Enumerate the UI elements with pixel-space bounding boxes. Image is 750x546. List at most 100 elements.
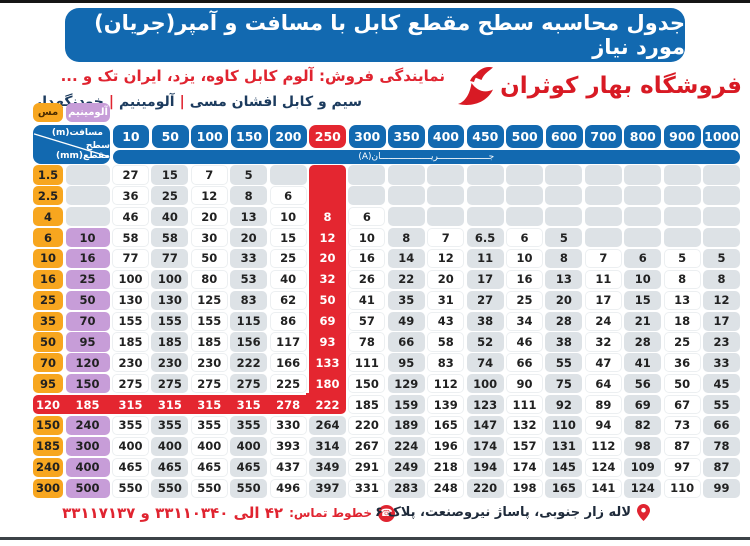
value-cell: 6.5: [466, 228, 504, 248]
value-cell: [703, 165, 740, 185]
value-cell: 41: [348, 290, 386, 310]
copper-section-header: 1.5: [33, 165, 63, 185]
value-cell: 465: [151, 457, 189, 477]
value-cell: 10: [348, 228, 386, 248]
value-cell: 40: [269, 269, 307, 289]
value-cell: 264: [309, 415, 346, 436]
value-cell: [309, 165, 346, 187]
value-cell: 100: [151, 269, 189, 289]
value-cell: [584, 207, 622, 227]
value-cell: 21: [624, 311, 662, 331]
value-cell: 49: [387, 311, 425, 331]
value-cell: [466, 207, 504, 227]
value-cell: 57: [348, 311, 386, 331]
value-cell: 465: [112, 457, 149, 477]
value-cell: 465: [230, 457, 268, 477]
copper-section-header: 10: [33, 248, 63, 269]
value-cell: 6: [506, 228, 543, 248]
column-headers-row: 10 50 100 150 200 250 300 350 400 450 500 600 700 800…: [112, 125, 740, 148]
value-cell: 100: [112, 269, 149, 289]
value-cell: 16: [506, 269, 543, 289]
products-part-2: آلومینیم: [118, 94, 175, 110]
value-cell: 437: [269, 457, 307, 477]
brand-bird-icon: [450, 64, 496, 108]
value-cell: [703, 228, 740, 248]
value-cell: 109: [624, 457, 662, 477]
contact-block: ☎ خطوط تماس: ۴۲ الی ۳۳۱۱۰۳۴۰ و ۳۳۱۱۷۱۳۷: [62, 504, 395, 522]
value-cell: [584, 228, 622, 248]
value-cell: 10: [624, 269, 662, 289]
value-cell: [466, 165, 504, 185]
value-cell: 230: [151, 353, 189, 373]
value-cell: 5: [703, 248, 740, 269]
value-cell: 5: [545, 228, 583, 248]
value-cell: 45: [703, 374, 740, 394]
value-cell: [584, 186, 622, 206]
table-row-300: 300 500 550 550 550 550 496 397 331 283 248 220 198 1…: [33, 478, 740, 498]
value-cell: 275: [190, 374, 228, 394]
value-cell: 315: [148, 395, 192, 415]
value-cell: 550: [112, 478, 149, 498]
value-cell: 225: [269, 374, 307, 394]
value-cell: 78: [348, 332, 386, 352]
copper-section-header: 185: [33, 436, 63, 456]
value-cell: [703, 207, 740, 227]
value-cell: 92: [545, 395, 583, 415]
copper-badge: مس: [33, 103, 63, 122]
value-cell: 6: [624, 248, 662, 269]
value-cell: 13: [545, 269, 583, 289]
value-cell: [624, 228, 662, 248]
value-cell: 33: [230, 248, 268, 269]
aluminum-section-header: 150: [65, 374, 110, 394]
value-cell: 24: [584, 311, 622, 331]
copper-section-header: 300: [33, 478, 63, 498]
value-cell: [466, 186, 504, 206]
value-cell: [506, 207, 543, 227]
value-cell: 58: [427, 332, 465, 352]
copper-section-header: 150: [33, 415, 63, 436]
value-cell: 28: [624, 332, 662, 352]
value-cell: [309, 184, 346, 208]
value-cell: 496: [269, 478, 307, 498]
value-cell: 130: [151, 290, 189, 310]
value-cell: 52: [466, 332, 504, 352]
value-cell: 32: [309, 267, 346, 292]
value-cell: 14: [387, 248, 425, 269]
address-text: لاله زار جنوبی، پاساژ نیروصنعت، پلاک ۶: [375, 505, 631, 520]
value-cell: [663, 165, 701, 185]
value-cell: 185: [151, 332, 189, 352]
value-cell: 18: [663, 311, 701, 331]
value-cell: 20: [190, 207, 228, 227]
corner-cell: مسافت(m) سطح مقطع(mm): [33, 125, 110, 164]
copper-section-header: 6: [33, 228, 63, 248]
value-cell: 12: [190, 186, 228, 206]
store-brand: فروشگاه بهار کوثران: [450, 62, 742, 110]
value-cell: 77: [151, 248, 189, 269]
value-cell: 22: [387, 269, 425, 289]
products-separator: |: [179, 94, 185, 110]
value-cell: 194: [466, 457, 504, 477]
value-cell: 69: [624, 395, 662, 415]
value-cell: 15: [269, 228, 307, 248]
column-header-600: 600: [545, 125, 583, 148]
value-cell: 12: [309, 225, 346, 250]
value-cell: [663, 186, 701, 206]
value-cell: 230: [112, 353, 149, 373]
value-cell: 222: [306, 392, 346, 415]
value-cell: 83: [427, 353, 465, 373]
store-name: فروشگاه بهار کوثران: [500, 73, 742, 99]
value-cell: 55: [545, 353, 583, 373]
value-cell: 165: [545, 478, 583, 498]
table-row-10: 10 16 77 77 50 33 25 20 16 14 12 11 10 8 7 6 5 5: [33, 246, 740, 271]
column-header-800: 800: [624, 125, 662, 148]
value-cell: 38: [545, 332, 583, 352]
table-row-2.5: 2.5 36 25 12 8 6: [33, 184, 740, 208]
value-cell: 174: [506, 457, 543, 477]
value-cell: 32: [584, 332, 622, 352]
value-cell: [663, 207, 701, 227]
aluminum-section-header: 120: [65, 353, 110, 373]
value-cell: 8: [703, 269, 740, 289]
value-cell: 17: [466, 269, 504, 289]
value-cell: 550: [230, 478, 268, 498]
